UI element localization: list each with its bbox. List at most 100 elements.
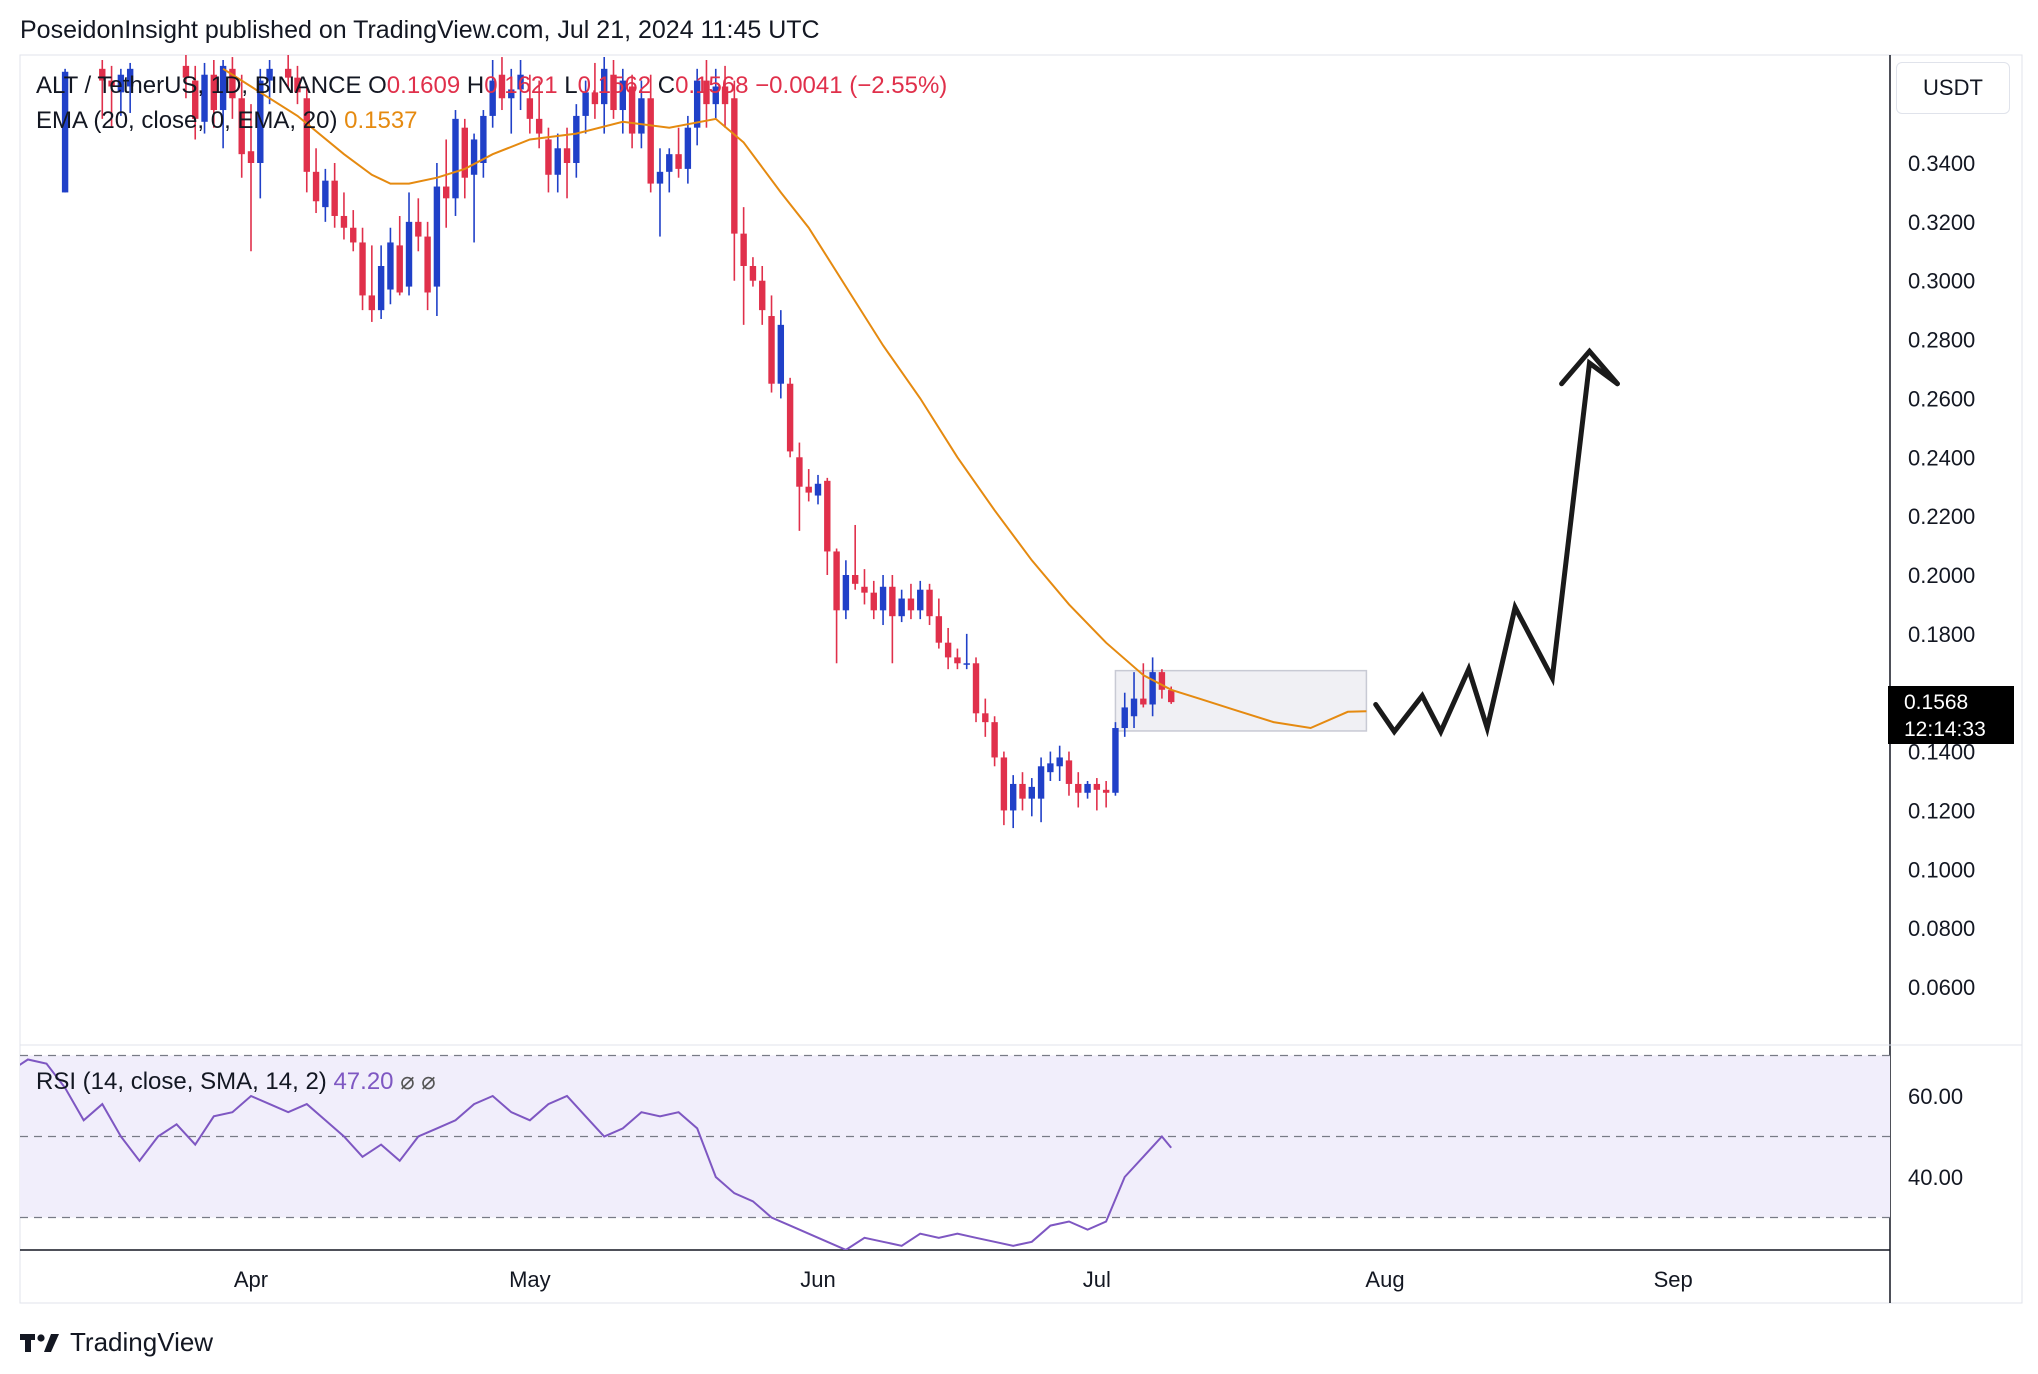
- candle-body: [1000, 757, 1008, 811]
- candle-body: [359, 242, 366, 296]
- candle-body: [1158, 672, 1166, 690]
- candle-body: [210, 74, 218, 111]
- candle-body: [1102, 789, 1110, 793]
- currency-button[interactable]: USDT: [1896, 62, 2010, 114]
- candle-body: [638, 98, 645, 134]
- open-value: 0.1609: [386, 72, 461, 99]
- rsi-legend[interactable]: RSI (14, close, SMA, 14, 2) 47.20 ⌀ ⌀: [36, 1067, 436, 1096]
- candle-body: [470, 139, 478, 175]
- x-tick-label: Sep: [1654, 1267, 1693, 1292]
- candle-body: [303, 98, 310, 172]
- candle-body: [972, 663, 980, 714]
- candle-body: [786, 383, 794, 452]
- candle-body: [219, 65, 227, 111]
- forecast-arrowhead: [1559, 347, 1620, 387]
- x-tick-label: Apr: [234, 1267, 268, 1292]
- rsi-line: [20, 1058, 1172, 1250]
- candle-body: [405, 221, 413, 287]
- candle-body: [554, 148, 561, 175]
- candle-body: [1075, 783, 1082, 793]
- candle-body: [805, 486, 812, 493]
- candle-body: [61, 71, 69, 193]
- candle-body: [284, 68, 292, 78]
- candle-body: [126, 68, 134, 87]
- candle-body: [563, 148, 571, 163]
- y-tick-label: 0.3400: [1908, 151, 1975, 176]
- candle-body: [396, 245, 403, 293]
- candle-body: [870, 592, 877, 611]
- y-tick-label: 0.0800: [1908, 916, 1975, 941]
- candle-body: [1009, 783, 1017, 811]
- candle-body: [814, 483, 822, 496]
- candle-body: [442, 186, 450, 199]
- candle-body: [879, 586, 887, 611]
- rsi-extra: ⌀ ⌀: [400, 1068, 436, 1095]
- candle-body: [526, 98, 534, 119]
- countdown: 12:14:33: [1904, 718, 1986, 741]
- candle-body: [461, 127, 468, 178]
- y-tick-label: 0.2400: [1908, 445, 1975, 470]
- candle-body: [926, 589, 933, 617]
- candle-body: [489, 80, 496, 116]
- candle-body: [480, 115, 487, 163]
- candle-body: [1084, 783, 1091, 793]
- candle-body: [749, 266, 757, 281]
- candle-body: [954, 657, 961, 664]
- candle-body: [647, 98, 654, 184]
- candle-body: [517, 74, 524, 90]
- ema-value: 0.1537: [344, 107, 418, 134]
- candle-body: [238, 98, 245, 155]
- change-value: −0.0041 (−2.55%): [755, 72, 948, 99]
- candle-body: [684, 127, 692, 169]
- candle-body: [387, 242, 394, 290]
- candle-body: [498, 74, 506, 99]
- candle-body: [294, 77, 301, 93]
- candle-body: [610, 74, 617, 111]
- candle-body: [377, 266, 385, 311]
- candle-body: [322, 180, 329, 208]
- candle-body: [192, 80, 199, 119]
- candle-body: [619, 80, 627, 111]
- x-tick-label: May: [509, 1267, 551, 1292]
- candle-body: [535, 118, 543, 134]
- close-value: 0.1568: [675, 72, 749, 99]
- candle-body: [628, 86, 636, 134]
- candle-body: [591, 92, 599, 105]
- candle-body: [1168, 690, 1175, 703]
- y-tick-label: 0.2200: [1908, 504, 1975, 529]
- candle-body: [935, 616, 943, 643]
- candle-body: [201, 74, 208, 122]
- candle-body: [1056, 757, 1063, 767]
- symbol-title[interactable]: ALT / TetherUS, 1D, BINANCE: [36, 72, 362, 99]
- candle-body: [1112, 728, 1119, 793]
- candle-body: [582, 92, 589, 116]
- candle-body: [573, 115, 580, 163]
- candle-body: [656, 171, 664, 184]
- candle-body: [1149, 672, 1156, 705]
- rsi-label: RSI (14, close, SMA, 14, 2): [36, 1068, 327, 1095]
- candle-body: [229, 68, 236, 99]
- candle-body: [257, 80, 264, 163]
- candle-body: [963, 663, 970, 665]
- x-tick-label: Jul: [1083, 1267, 1111, 1292]
- candle-body: [368, 295, 376, 311]
- candle-body: [907, 598, 915, 611]
- candle-body: [312, 171, 320, 202]
- candle-body: [777, 324, 785, 384]
- candle-body: [1019, 783, 1026, 799]
- y-tick-label: 0.1200: [1908, 798, 1975, 823]
- brand[interactable]: TradingView: [20, 1327, 213, 1358]
- low-label: L: [564, 72, 578, 99]
- y-tick-label: 0.1800: [1908, 622, 1975, 647]
- candle-body: [861, 586, 868, 593]
- candle-body: [247, 151, 255, 163]
- symbol-legend: ALT / TetherUS, 1D, BINANCE O0.1609 H0.1…: [36, 72, 947, 100]
- y-tick-label: 0.2000: [1908, 563, 1975, 588]
- candle-body: [99, 68, 106, 81]
- candle-body: [601, 68, 608, 105]
- rsi-tick-label: 60.00: [1908, 1084, 1963, 1109]
- candle-body: [1028, 786, 1035, 799]
- candle-body: [675, 154, 682, 169]
- ema-legend[interactable]: EMA (20, close, 0, EMA, 20) 0.1537: [36, 107, 418, 135]
